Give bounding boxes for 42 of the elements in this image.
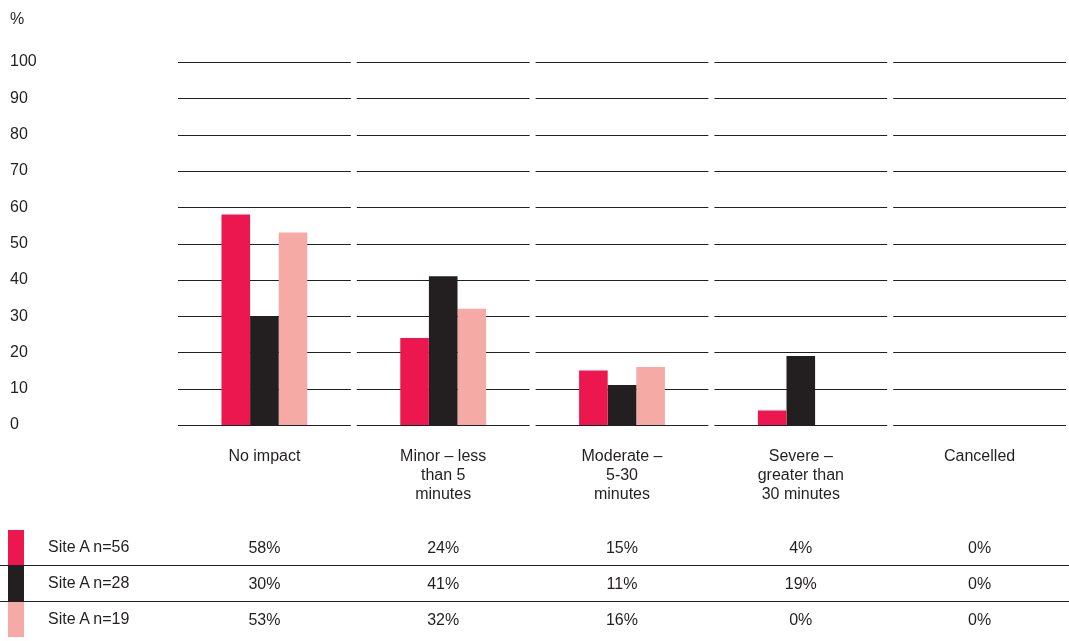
data-label: 24% [353, 530, 533, 566]
bar [757, 410, 787, 425]
y-tick-label: 20 [10, 342, 28, 360]
y-tick-label: 40 [10, 270, 28, 288]
x-tick-label: Cancelled [944, 447, 1016, 465]
y-tick-label: 100 [10, 52, 37, 70]
legend-label: Site A n=19 [47, 608, 131, 629]
data-label: 19% [711, 565, 891, 602]
x-tick-label: Severe – greater than 30 minutes [757, 447, 844, 503]
x-tick-label: Minor – less than 5 minutes [400, 447, 487, 503]
y-tick-label: 50 [10, 233, 28, 251]
data-label: 30% [175, 565, 354, 602]
y-tick-label: 30 [10, 306, 28, 324]
bar [400, 337, 429, 425]
bar [221, 214, 251, 425]
y-tick-label: 60 [10, 197, 28, 215]
data-label: 0% [890, 565, 1069, 602]
data-label: 32% [426, 609, 461, 630]
y-tick-label: 10 [10, 379, 28, 397]
data-label: 4% [711, 530, 891, 566]
data-label: 0% [967, 609, 993, 630]
legend-label: Site A n=28 [0, 565, 175, 602]
data-label: 0% [788, 609, 814, 630]
y-tick-label: 70 [10, 161, 28, 179]
data-label: 53% [247, 609, 282, 630]
legend-label: Site A n=56 [0, 530, 175, 566]
bar [457, 308, 487, 425]
data-label: 15% [532, 530, 712, 566]
bar [579, 370, 608, 425]
bar [278, 232, 308, 425]
data-label: 0% [890, 530, 1069, 566]
data-label: 41% [353, 565, 533, 602]
y-tick-label: 0 [10, 415, 19, 433]
data-label: 16% [604, 609, 639, 630]
bar [636, 366, 665, 425]
x-tick-label: Moderate – 5-30 minutes [581, 447, 663, 503]
y-tick-label: 90 [10, 88, 28, 106]
y-axis-title: % [10, 10, 25, 28]
y-tick-label: 80 [10, 125, 28, 143]
data-label: 11% [532, 565, 712, 602]
data-label: 58% [175, 530, 354, 566]
x-tick-label: No impact [228, 447, 301, 465]
